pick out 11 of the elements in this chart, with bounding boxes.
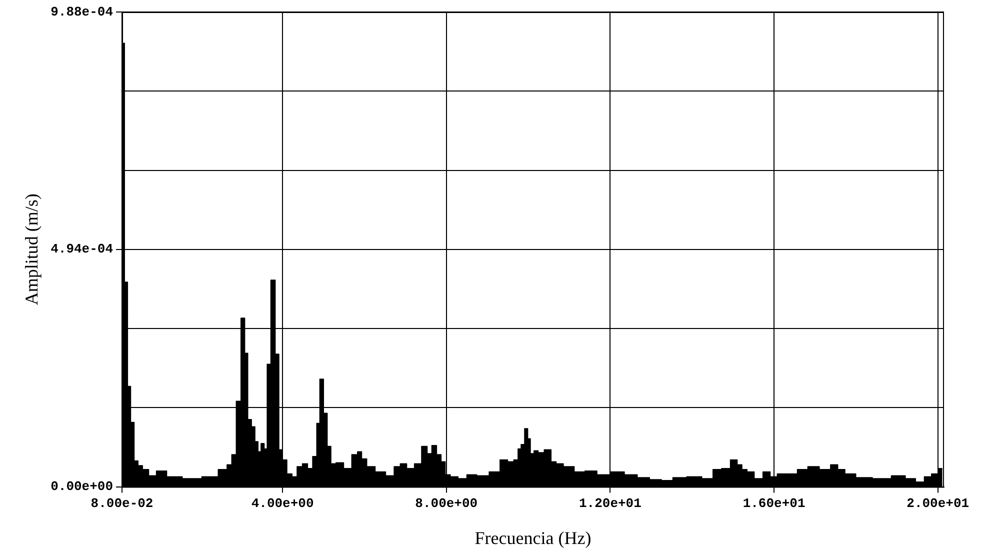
- x-tick-label: 2.00e+01: [906, 496, 970, 511]
- y-tick-label: 4.94e-04: [50, 242, 114, 257]
- x-tick-label: 1.20e+01: [578, 496, 642, 511]
- y-axis-title: Amplitud (m/s): [22, 194, 42, 306]
- x-axis-title: Frecuencia (Hz): [474, 528, 592, 548]
- x-tick-label: 1.60e+01: [742, 496, 806, 511]
- y-tick-label: 9.88e-04: [50, 4, 114, 20]
- x-tick-label: 4.00e+00: [251, 496, 314, 511]
- x-tick-label: 8.00e-02: [90, 496, 154, 511]
- y-tick-label: 0.00e+00: [50, 479, 114, 494]
- x-tick-label: 8.00e+00: [415, 496, 478, 511]
